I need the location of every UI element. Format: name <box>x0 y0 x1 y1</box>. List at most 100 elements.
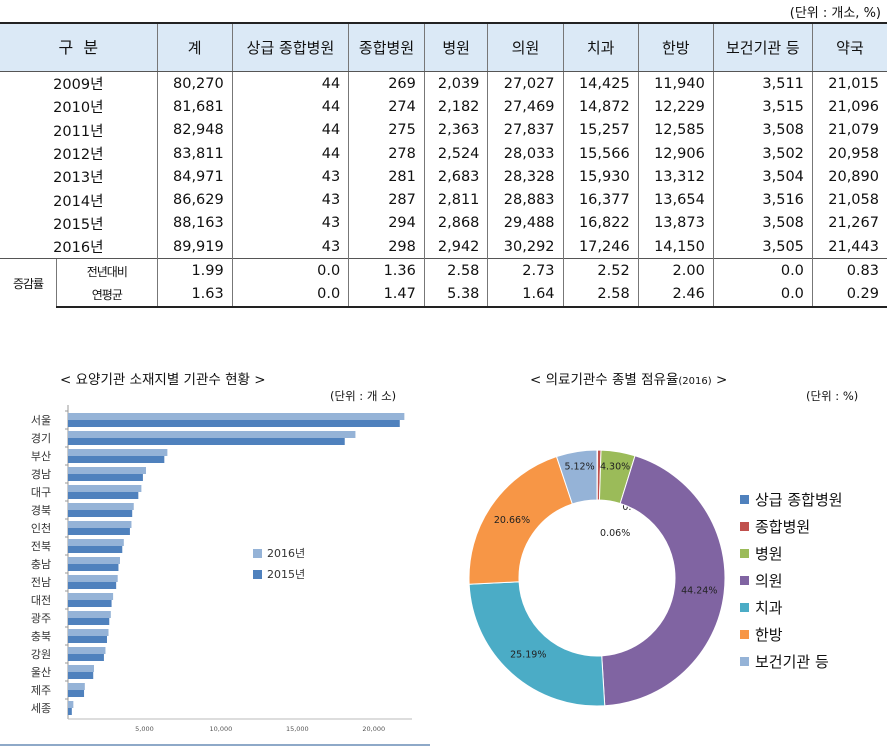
bar-2015년 <box>68 618 110 625</box>
donut-legend-item: 상급 종합병원 <box>740 486 843 513</box>
value-cell: 287 <box>348 188 425 212</box>
growth-value-cell: 0.0 <box>712 282 813 308</box>
bar-2015년 <box>68 672 94 679</box>
header-cell: 의원 <box>487 22 564 72</box>
value-cell: 16,822 <box>562 211 639 236</box>
growth-row: 증감률 전년대비 1.99 0.0 1.36 2.58 2.73 2.52 2.00 0.0 0.8… <box>0 258 887 307</box>
bar-2016년 <box>68 647 106 654</box>
bar-2015년 <box>68 510 133 517</box>
donut-legend-swatch <box>740 522 749 531</box>
table-row: 2015년 88,163 43 294 2,868 29,488 16,822 13,873 3… <box>0 211 887 236</box>
donut-legend: 상급 종합병원 종합병원 병원 의원 치과 한방 보건기관 등 <box>740 486 843 675</box>
value-cell: 3,508 <box>712 211 813 236</box>
value-cell: 28,033 <box>487 141 564 166</box>
value-cell: 21,096 <box>811 95 887 119</box>
pie-chart-title-year: (2016) <box>678 376 712 387</box>
bar-2016년 <box>68 431 356 438</box>
bar-2016년 <box>68 629 109 636</box>
bar-category-label: 충북 <box>31 630 51 643</box>
donut-value-label: 20.66% <box>494 515 530 526</box>
bar-legend-swatch <box>253 549 262 558</box>
bar-2015년 <box>68 456 165 463</box>
value-cell: 3,516 <box>712 188 813 212</box>
bar-category-label: 강원 <box>31 648 51 661</box>
value-cell: 21,058 <box>811 188 887 212</box>
value-cell: 80,270 <box>156 71 233 96</box>
table-row: 2013년 84,971 43 281 2,683 28,328 15,930 13,312 3… <box>0 165 887 189</box>
value-cell: 14,425 <box>562 71 639 96</box>
value-cell: 21,079 <box>811 118 887 142</box>
donut-value-label: 44.24% <box>681 585 717 596</box>
value-cell: 44 <box>231 71 349 96</box>
value-cell: 88,163 <box>156 211 233 236</box>
value-cell: 81,681 <box>156 95 233 119</box>
value-cell: 298 <box>348 235 425 259</box>
value-cell: 20,958 <box>811 141 887 166</box>
donut-legend-swatch <box>740 495 749 504</box>
bar-2015년 <box>68 420 400 427</box>
bar-2015년 <box>68 546 123 553</box>
value-cell: 2,524 <box>423 141 488 166</box>
bar-2016년 <box>68 575 118 582</box>
value-cell: 44 <box>231 141 349 166</box>
table-row: 2011년 82,948 44 275 2,363 27,837 15,257 12,585 3… <box>0 118 887 142</box>
donut-legend-swatch <box>740 576 749 585</box>
year-cell: 2010년 <box>53 100 104 117</box>
donut-legend-label: 한방 <box>755 626 783 644</box>
header-cell: 종합병원 <box>348 22 425 72</box>
value-cell: 3,505 <box>712 235 813 259</box>
table-row: 2010년 81,681 44 274 2,182 27,469 14,872 12,229 3… <box>0 95 887 119</box>
growth-value-cell: 1.64 <box>487 282 564 308</box>
year-cell: 2009년 <box>53 77 104 94</box>
pie-chart-title-main: < 의료기관수 종별 점유율 <box>530 372 679 388</box>
growth-value-cell: 2.58 <box>423 258 488 283</box>
bar-2016년 <box>68 485 142 492</box>
bar-legend-label: 2015년 <box>267 568 305 581</box>
bar-2016년 <box>68 557 120 564</box>
value-cell: 28,328 <box>487 165 564 189</box>
growth-value-cell: 2.58 <box>562 282 639 308</box>
value-cell: 29,488 <box>487 211 564 236</box>
value-cell: 30,292 <box>487 235 564 259</box>
growth-row: 연평균 1.63 0.0 1.47 5.38 1.64 2.58 2.46 0.0 0.29 <box>0 282 887 308</box>
growth-value-cell: 1.47 <box>348 282 425 308</box>
value-cell: 21,015 <box>811 71 887 96</box>
bar-2016년 <box>68 593 114 600</box>
growth-value-cell: 0.83 <box>811 258 887 283</box>
donut-legend-item: 한방 <box>740 621 843 648</box>
growth-value-cell: 0.0 <box>712 258 813 283</box>
bar-category-label: 전북 <box>31 540 51 553</box>
growth-value-cell: 1.63 <box>156 282 233 308</box>
value-cell: 2,683 <box>423 165 488 189</box>
donut-legend-swatch <box>740 630 749 639</box>
value-cell: 43 <box>231 165 349 189</box>
table-row: 2016년 89,919 43 298 2,942 30,292 17,246 14,150 3… <box>0 235 887 259</box>
growth-value-cell: 1.36 <box>348 258 425 283</box>
growth-value-cell: 5.38 <box>423 282 488 308</box>
value-cell: 82,948 <box>156 118 233 142</box>
donut-legend-item: 보건기관 등 <box>740 648 843 675</box>
bar-category-label: 대구 <box>31 486 51 499</box>
bar-category-label: 제주 <box>31 684 51 697</box>
year-cell: 2012년 <box>53 147 104 164</box>
growth-row-label: 연평균 <box>56 282 158 308</box>
header-cell: 한방 <box>637 22 714 72</box>
value-cell: 84,971 <box>156 165 233 189</box>
bar-2015년 <box>68 438 345 445</box>
growth-value-cell: 2.73 <box>487 258 564 283</box>
bar-category-label: 전남 <box>31 576 51 589</box>
growth-value-cell: 1.99 <box>156 258 233 283</box>
value-cell: 269 <box>348 71 425 96</box>
bar-category-label: 울산 <box>31 666 51 679</box>
bar-x-tick-label: 10,000 <box>210 725 233 733</box>
donut-legend-item: 치과 <box>740 594 843 621</box>
growth-value-cell: 2.46 <box>637 282 714 308</box>
value-cell: 3,515 <box>712 95 813 119</box>
value-cell: 15,257 <box>562 118 639 142</box>
value-cell: 12,906 <box>637 141 714 166</box>
bar-chart-title: < 요양기관 소재지별 기관수 현황 > <box>60 372 266 388</box>
donut-value-label: 5.12% <box>564 461 594 472</box>
year-cell: 2011년 <box>53 123 104 140</box>
value-cell: 43 <box>231 188 349 212</box>
